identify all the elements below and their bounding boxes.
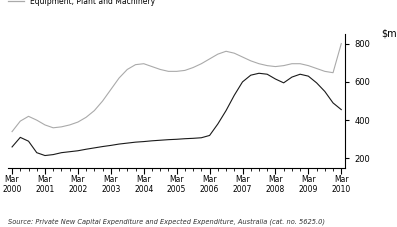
Y-axis label: $m: $m <box>382 29 397 39</box>
Text: Source: Private New Capital Expenditure and Expected Expenditure, Australia (cat: Source: Private New Capital Expenditure … <box>8 218 325 225</box>
Legend: Buildings and Structures, Equipment, Plant and Machinery: Buildings and Structures, Equipment, Pla… <box>8 0 155 6</box>
